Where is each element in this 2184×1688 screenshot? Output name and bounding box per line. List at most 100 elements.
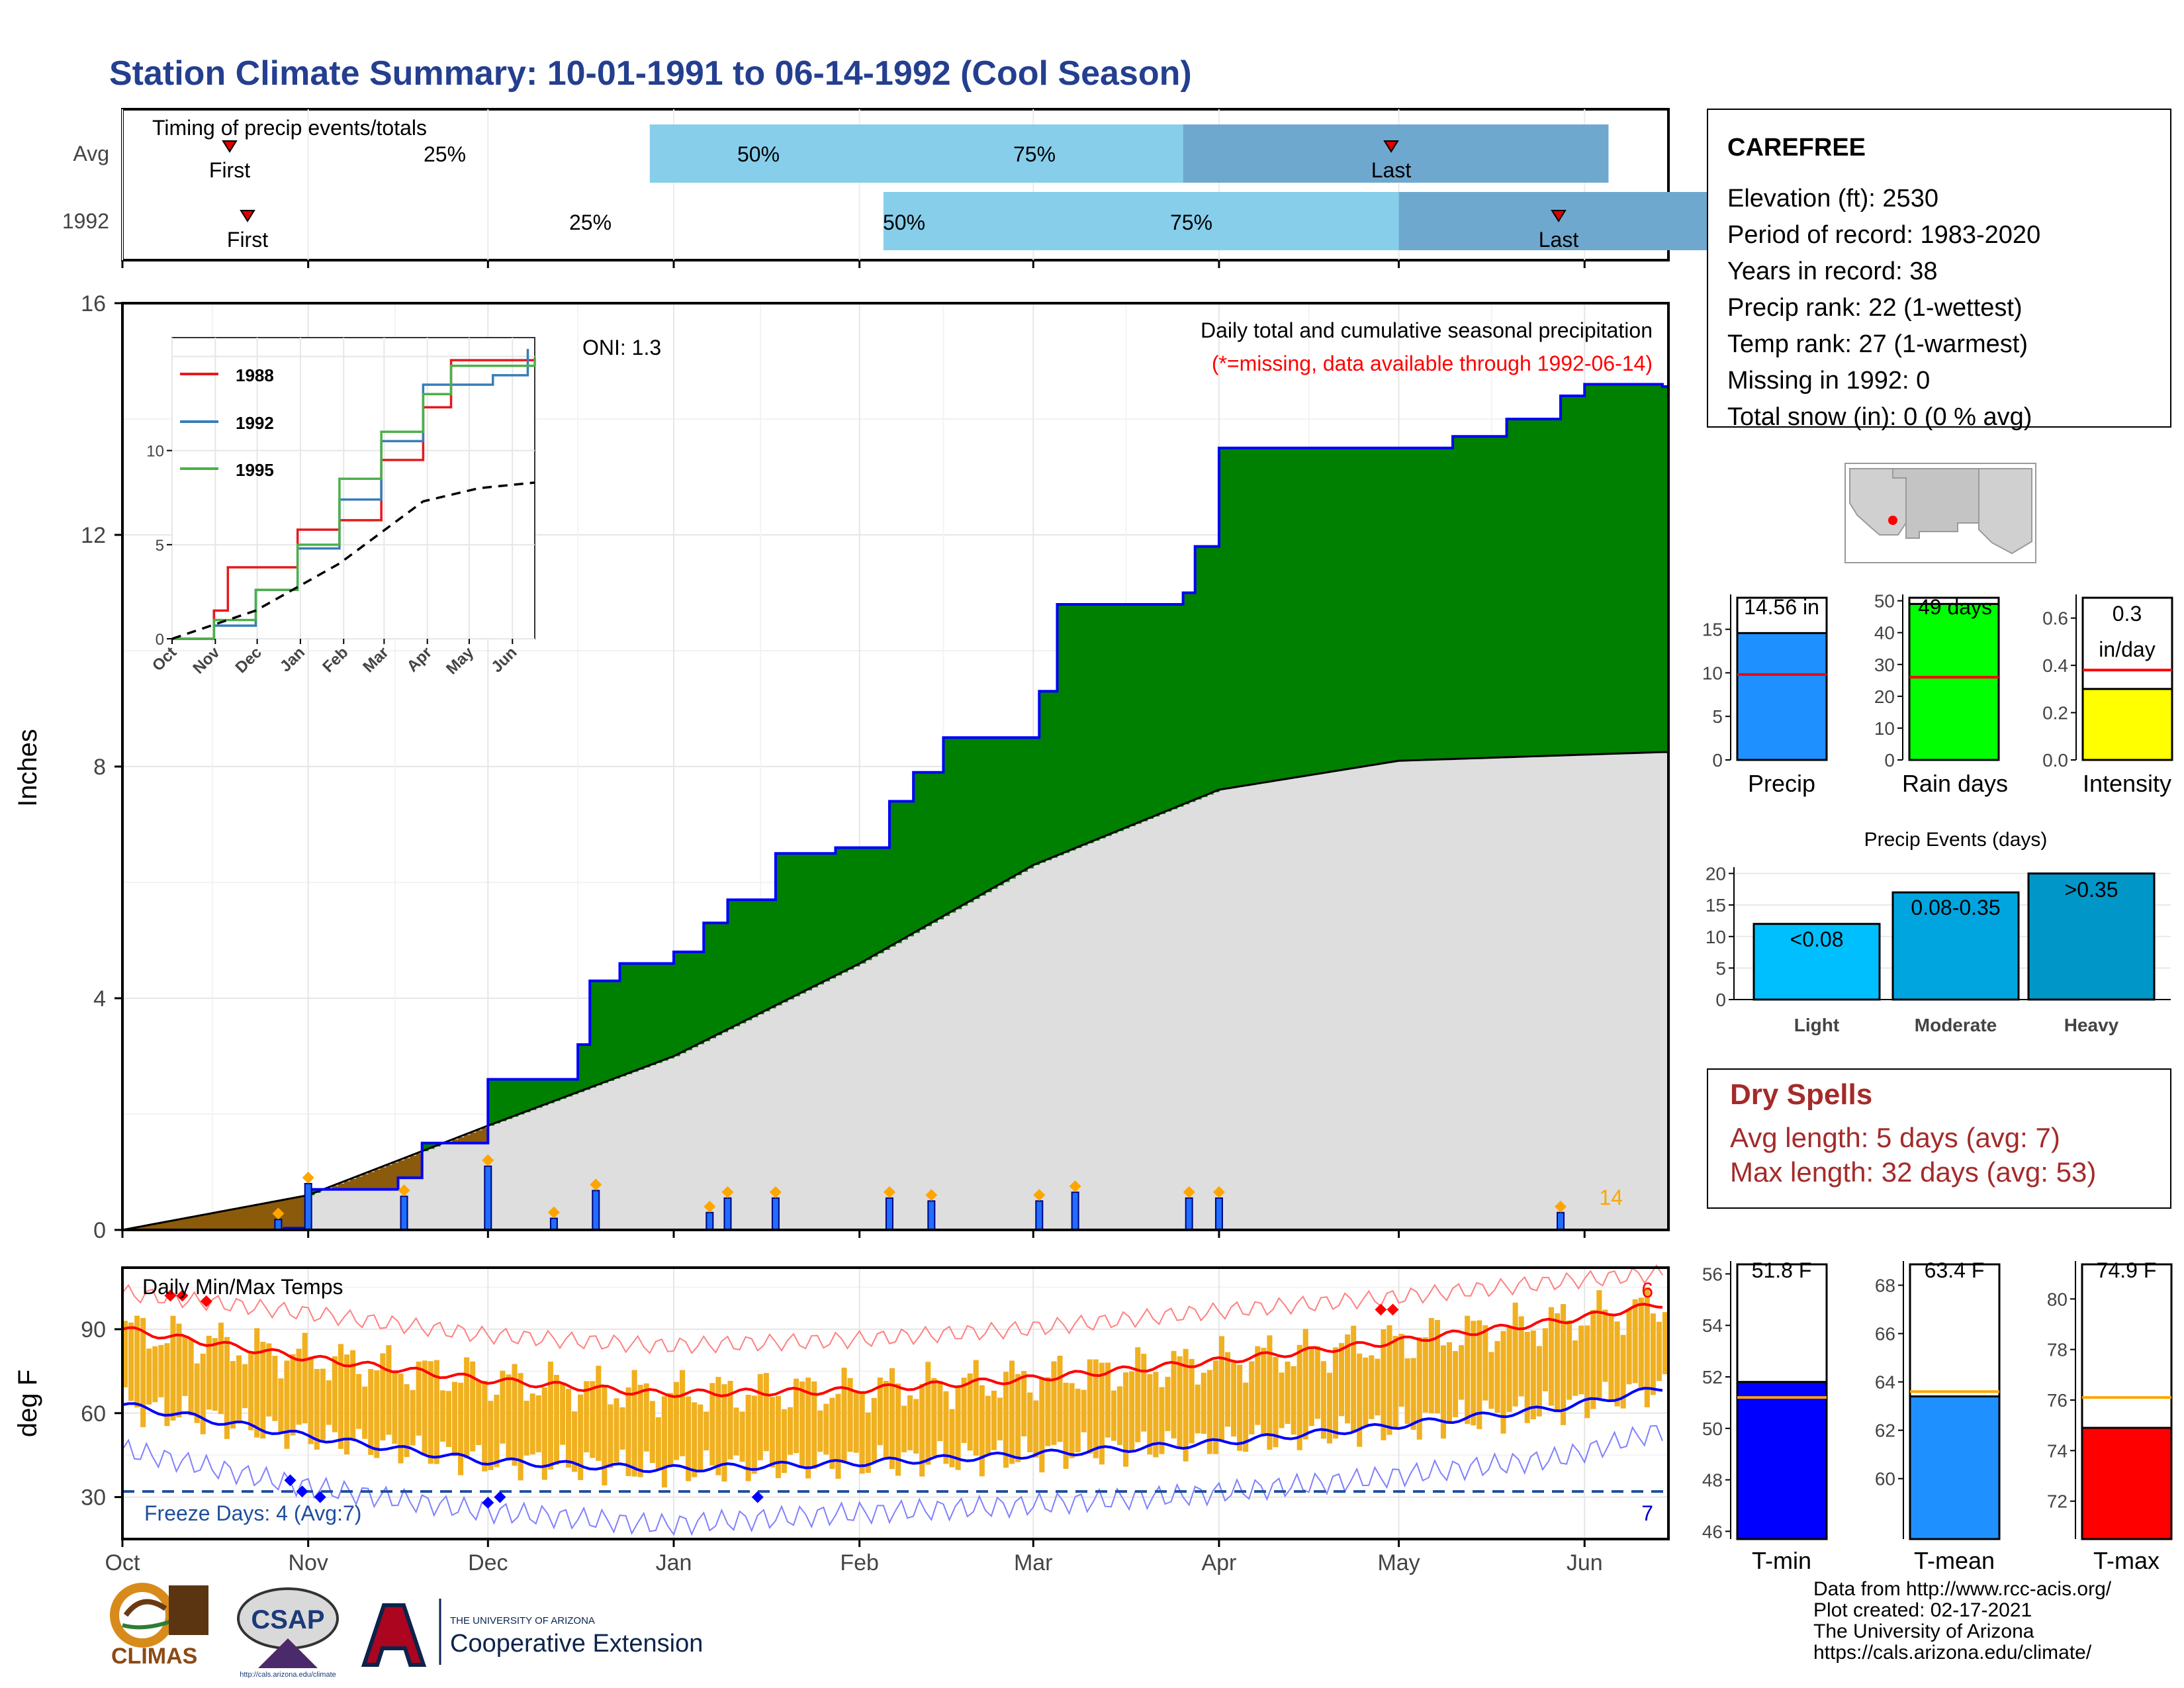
surplus-band — [692, 952, 698, 1047]
surplus-band — [535, 1079, 543, 1108]
daily-temp-bar — [1488, 1352, 1494, 1409]
station-name: CAREFREE — [1727, 134, 1866, 162]
surplus-band — [1554, 419, 1561, 756]
mini-intensity-panel: 0.0 0.2 0.4 0.6 0.3 in/day Intensity — [2042, 594, 2179, 797]
daily-temp-bar — [829, 1397, 835, 1470]
daily-temp-bar — [1218, 1336, 1224, 1442]
daily-temp-bar — [428, 1361, 433, 1464]
daily-temp-bar — [1212, 1360, 1218, 1454]
deficit-band — [356, 1176, 363, 1190]
credits-block: Data from http://www.rcc-acis.org/ Plot … — [1813, 1579, 2171, 1664]
daily-temp-bar — [278, 1378, 284, 1432]
surplus-band — [985, 737, 992, 892]
daily-temp-bar — [482, 1380, 488, 1472]
surplus-band — [847, 847, 854, 970]
daily-temp-bar — [182, 1336, 188, 1396]
daily-temp-bar — [602, 1386, 608, 1485]
daily-temp-bar — [1422, 1337, 1428, 1413]
surplus-band — [1662, 387, 1669, 753]
daily-temp-bar — [1009, 1360, 1015, 1464]
deficit-band — [476, 1130, 482, 1143]
deficit-band — [182, 1219, 189, 1230]
deficit-band — [212, 1213, 219, 1230]
daily-temp-bar — [1033, 1400, 1039, 1458]
surplus-band — [799, 853, 806, 994]
credit-plot-created: Plot created: 02-17-2021 — [1813, 1599, 2032, 1621]
ua-line2: Cooperative Extension — [450, 1630, 703, 1658]
surplus-band — [889, 801, 896, 947]
daily-temp-bar — [733, 1407, 739, 1456]
timing-label: Timing of precip events/totals — [152, 116, 427, 140]
daily-temp-bar — [134, 1315, 140, 1408]
surplus-band — [584, 1045, 590, 1090]
daily-temp-bar — [835, 1393, 841, 1479]
deficit-band — [152, 1224, 159, 1230]
daily-temp-bar — [1375, 1358, 1381, 1416]
surplus-band — [1165, 604, 1172, 812]
daily-temp-bar — [619, 1407, 625, 1450]
daily-temp-bar — [1351, 1325, 1357, 1433]
daily-temp-bar — [853, 1391, 859, 1453]
daily-temp-bar — [1291, 1366, 1297, 1435]
daily-temp-bar — [476, 1380, 482, 1446]
dry-spells-max: Max length: 32 days (avg: 53) — [1730, 1156, 2096, 1188]
daily-temp-bar — [458, 1382, 464, 1476]
surplus-band — [1567, 396, 1573, 755]
daily-temp-bar — [1069, 1383, 1075, 1458]
temp-bar-tick-label: 48 — [1702, 1470, 1723, 1491]
climas-text: CLIMAS — [111, 1644, 197, 1669]
surplus-band — [625, 963, 633, 1074]
daily-temp-bar — [326, 1380, 332, 1425]
mini-precip-label: Precip — [1748, 770, 1815, 797]
surplus-band — [673, 952, 680, 1056]
surplus-band — [559, 1079, 567, 1099]
deficit-band — [206, 1214, 213, 1230]
surplus-band — [547, 1079, 555, 1103]
surplus-band — [1177, 604, 1184, 807]
daily-temp-bar — [1339, 1342, 1345, 1417]
surplus-band — [1471, 436, 1477, 759]
daily-temp-bar — [332, 1356, 338, 1432]
temp-bar-tick-label: 56 — [1702, 1264, 1723, 1284]
surplus-band — [1363, 447, 1369, 767]
daily-temp-bar — [1518, 1316, 1524, 1397]
daily-temp-bar — [1332, 1347, 1339, 1439]
daily-temp-bar — [146, 1348, 152, 1405]
daily-precip-marker — [302, 1172, 314, 1184]
daily-temp-bar — [559, 1382, 566, 1445]
daily-temp-bar — [997, 1397, 1003, 1440]
surplus-band — [1273, 447, 1280, 781]
daily-temp-bar — [200, 1353, 206, 1434]
daily-precip-marker — [721, 1186, 734, 1198]
year-last-label: Last — [1539, 228, 1579, 252]
deficit-band — [362, 1174, 369, 1190]
tmax-value: 74.9 F — [2097, 1258, 2157, 1282]
daily-temp-bar — [1093, 1359, 1099, 1458]
surplus-band — [500, 1079, 507, 1121]
daily-temp-bar — [1434, 1320, 1440, 1414]
surplus-band — [661, 963, 668, 1061]
mini-intensity-value-2: in/day — [2099, 637, 2155, 661]
daily-temp-bar — [470, 1361, 476, 1452]
daily-temp-bar — [1453, 1350, 1459, 1417]
mini-y-tick-label: 10 — [1874, 718, 1895, 739]
surplus-band — [572, 1079, 578, 1095]
daily-temp-bar — [1524, 1331, 1530, 1423]
surplus-band — [817, 853, 824, 985]
surplus-band — [973, 737, 980, 900]
tmin-panel: 46 48 50 52 54 56 51.8 F T-min — [1702, 1258, 1828, 1574]
daily-temp-bar — [1596, 1290, 1602, 1400]
daily-temp-bar — [979, 1385, 985, 1477]
surplus-band — [1477, 436, 1483, 759]
deficit-band — [451, 1139, 459, 1143]
daily-temp-bar — [1159, 1387, 1165, 1454]
deficit-band — [266, 1203, 273, 1230]
tmin-value: 51.8 F — [1752, 1258, 1812, 1282]
surplus-band — [997, 737, 1004, 886]
deficit-band — [470, 1133, 477, 1143]
daily-temp-bar — [1051, 1361, 1057, 1445]
surplus-band — [602, 980, 608, 1084]
daily-temp-bar — [1171, 1350, 1177, 1439]
daily-temp-bar — [745, 1395, 751, 1481]
